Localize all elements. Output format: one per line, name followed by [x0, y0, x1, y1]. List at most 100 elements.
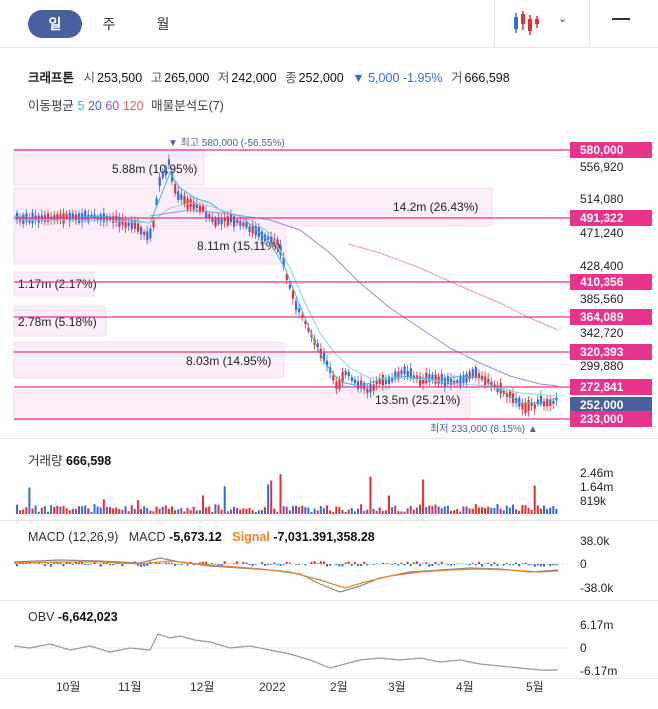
- macd-histogram-bar: [481, 564, 483, 567]
- macd-histogram-bar: [415, 561, 418, 564]
- volume-bar: [245, 508, 248, 514]
- volume-bar: [347, 509, 350, 514]
- volume-bar: [527, 507, 530, 514]
- macd-histogram-bar: [549, 564, 552, 566]
- volume-bar: [338, 507, 341, 514]
- volume-bar: [443, 506, 446, 514]
- volume-bar: [515, 509, 518, 514]
- macd-histogram-bar: [403, 564, 406, 566]
- candle-body: [226, 216, 229, 226]
- candle-body: [133, 219, 136, 229]
- macd-histogram-bar: [87, 564, 90, 565]
- volume-profile-layer: 5.88m (10.95%) 14.2m (26.43%) 8.11m (15.11…: [13, 148, 493, 421]
- volume-bar: [400, 511, 403, 514]
- candle-body: [546, 399, 549, 407]
- candle-body: [440, 373, 443, 384]
- volume-chart[interactable]: 2.46m 1.64m 819k: [0, 440, 658, 520]
- ma20-line: [14, 202, 559, 397]
- candle-body: [164, 166, 167, 176]
- volume-bar: [394, 505, 397, 514]
- price-badge-label: 580,000: [580, 143, 624, 157]
- volume-bar: [267, 484, 270, 514]
- candle-body: [322, 352, 326, 362]
- macd-histogram-bar: [37, 562, 40, 564]
- candle-body: [505, 393, 508, 398]
- obv-chart[interactable]: 6.17m 0 -6.17m: [0, 602, 658, 678]
- volume-bar: [363, 511, 366, 514]
- menu-icon[interactable]: [612, 18, 630, 20]
- macd-histogram-bar: [112, 564, 115, 566]
- macd-histogram-bar: [74, 562, 77, 564]
- candle-body: [490, 381, 493, 387]
- volume-bar: [180, 508, 183, 514]
- signal-line: [13, 560, 559, 589]
- macd-histogram-bar: [375, 563, 378, 564]
- volume-bar: [260, 509, 263, 514]
- ma-label[interactable]: 이동평균: [28, 99, 75, 113]
- candle-body: [524, 403, 527, 414]
- candle-body: [28, 219, 31, 223]
- candle-body: [384, 380, 388, 385]
- macd-histogram-bar: [288, 562, 291, 564]
- volume-bar: [403, 511, 406, 514]
- volume-value: 666,598: [464, 71, 510, 85]
- candle-body: [363, 382, 366, 390]
- volume-bar: [431, 505, 434, 514]
- volume-bar: [524, 505, 527, 514]
- macd-histogram-bar: [223, 561, 226, 564]
- candle-body: [195, 204, 198, 209]
- tab-month[interactable]: 월: [156, 16, 170, 32]
- candle-body: [279, 245, 282, 256]
- period-toolbar: 일 주 월 ⌄: [0, 0, 658, 48]
- min-marker: 최저 233,000 (8.15%) ▲: [430, 423, 538, 434]
- volume-bar: [490, 507, 493, 514]
- volume-profile-bar: [13, 305, 107, 337]
- volume-bar: [233, 506, 235, 514]
- volume-bar: [477, 507, 480, 514]
- macd-histogram-bar: [273, 562, 276, 564]
- volume-bar: [496, 504, 499, 514]
- macd-histogram-bar: [177, 564, 180, 565]
- macd-histogram-bar: [143, 564, 146, 567]
- tab-week[interactable]: 주: [102, 16, 116, 32]
- candle-body: [198, 205, 202, 213]
- volume-bar: [369, 476, 372, 514]
- price-axis-label: 342,720: [580, 326, 624, 340]
- volume-bar: [40, 507, 43, 514]
- candle-body: [270, 235, 273, 243]
- macd-histogram-bar: [310, 561, 313, 564]
- candle-body: [344, 371, 347, 376]
- volume-profile-label[interactable]: 매물분석도(7): [151, 99, 224, 113]
- price-chart[interactable]: 5.88m (10.95%) 14.2m (26.43%) 8.11m (15.11…: [0, 128, 658, 434]
- volume-bar: [146, 507, 149, 514]
- volume-bar: [307, 507, 310, 514]
- macd-chart[interactable]: 38.0k 0 -38.0k: [0, 522, 658, 600]
- price-badge-label: 233,000: [580, 412, 624, 426]
- macd-histogram-bar: [502, 564, 505, 566]
- candle-body: [37, 215, 40, 223]
- candle-body: [22, 214, 25, 224]
- macd-histogram-bar: [508, 564, 511, 566]
- macd-histogram-bar: [344, 562, 347, 564]
- macd-histogram-bar: [316, 563, 319, 564]
- candle-body: [124, 220, 127, 228]
- volume-bar: [409, 505, 412, 514]
- tab-day[interactable]: 일: [28, 10, 82, 38]
- volume-bar: [217, 504, 220, 514]
- macd-histogram-bar: [236, 561, 239, 564]
- volume-bar: [450, 510, 452, 514]
- high-value: 265,000: [164, 71, 210, 85]
- candle-body: [335, 381, 338, 390]
- candlestick-icon[interactable]: [512, 10, 540, 36]
- volume-profile-label: 1.17m (2.17%): [18, 277, 97, 291]
- max-marker: ▼ 최고 580,000 (-56.55%): [168, 137, 285, 149]
- volume-bar: [546, 509, 549, 514]
- candle-body: [130, 220, 133, 230]
- macd-histogram-bar: [406, 561, 409, 564]
- macd-histogram-bar: [186, 564, 189, 566]
- macd-histogram-bar: [512, 564, 514, 565]
- macd-histogram-bar: [329, 564, 332, 566]
- macd-histogram-bar: [477, 561, 480, 564]
- volume-profile-label: 13.5m (25.21%): [375, 393, 460, 407]
- chevron-down-icon[interactable]: ⌄: [558, 13, 568, 25]
